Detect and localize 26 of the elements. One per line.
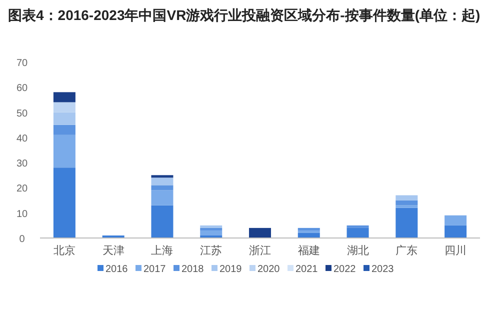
legend-label: 2021 <box>296 264 318 275</box>
y-tick-label: 20 <box>16 184 28 195</box>
x-tick-label: 广东 <box>396 244 418 257</box>
legend-label: 2018 <box>182 264 204 275</box>
x-tick-label: 天津 <box>102 244 124 257</box>
legend-label: 2016 <box>106 264 128 275</box>
x-tick-label: 福建 <box>298 244 320 257</box>
legend-label: 2022 <box>334 264 356 275</box>
legend-label: 2019 <box>220 264 242 275</box>
legend-label: 2017 <box>144 264 166 275</box>
x-tick-label: 浙江 <box>249 244 271 257</box>
y-tick-label: 30 <box>16 158 28 170</box>
y-tick-label: 50 <box>16 108 28 120</box>
chart-title: 图表4：2016-2023年中国VR游戏行业投融资区域分布-按事件数量(单位：起) <box>8 7 480 23</box>
y-tick-label: 0 <box>19 234 26 245</box>
x-tick-label: 北京 <box>53 244 76 257</box>
legend-label: 2020 <box>258 264 280 275</box>
y-tick-label: 10 <box>16 208 28 220</box>
x-tick-label: 江苏 <box>200 244 222 257</box>
y-tick-label: 40 <box>16 133 28 144</box>
y-tick-label: 70 <box>16 58 28 69</box>
x-tick-label: 湖北 <box>346 244 369 257</box>
y-tick-label: 60 <box>16 83 28 94</box>
x-tick-label: 四川 <box>444 244 467 257</box>
x-tick-label: 上海 <box>151 244 174 257</box>
legend-label: 2023 <box>372 264 394 275</box>
